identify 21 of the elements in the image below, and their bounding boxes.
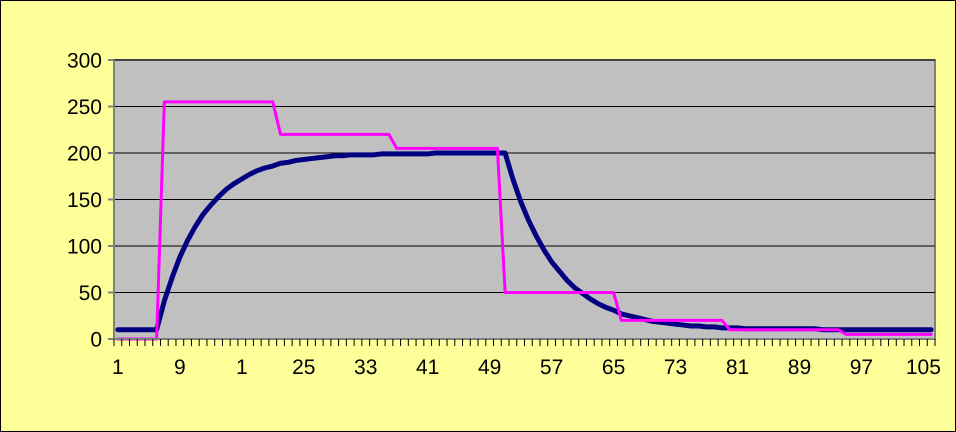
y-tick-label: 0 <box>90 328 102 352</box>
y-tick-label: 200 <box>66 142 102 166</box>
x-tick-label: 41 <box>416 356 440 379</box>
x-tick-label: 73 <box>664 356 688 379</box>
x-tick-label: 9 <box>174 356 186 379</box>
y-tick-label: 250 <box>66 96 102 119</box>
x-tick-label: 33 <box>354 356 378 379</box>
x-tick-label: 57 <box>540 356 564 379</box>
x-tick-label: 1 <box>236 356 248 379</box>
x-tick-label: 97 <box>850 356 874 379</box>
y-tick-label: 50 <box>78 282 102 305</box>
y-tick-label: 150 <box>66 188 102 212</box>
x-tick-label: 25 <box>292 356 316 379</box>
x-tick-label: 105 <box>906 356 941 379</box>
y-tick-label: 100 <box>66 235 102 258</box>
y-tick-label: 300 <box>66 49 102 72</box>
x-tick-label: 89 <box>788 356 812 379</box>
x-tick-label: 1 <box>112 356 124 379</box>
x-tick-label: 65 <box>602 356 626 379</box>
x-tick-label: 49 <box>478 356 502 379</box>
x-tick-label: 81 <box>726 356 750 379</box>
